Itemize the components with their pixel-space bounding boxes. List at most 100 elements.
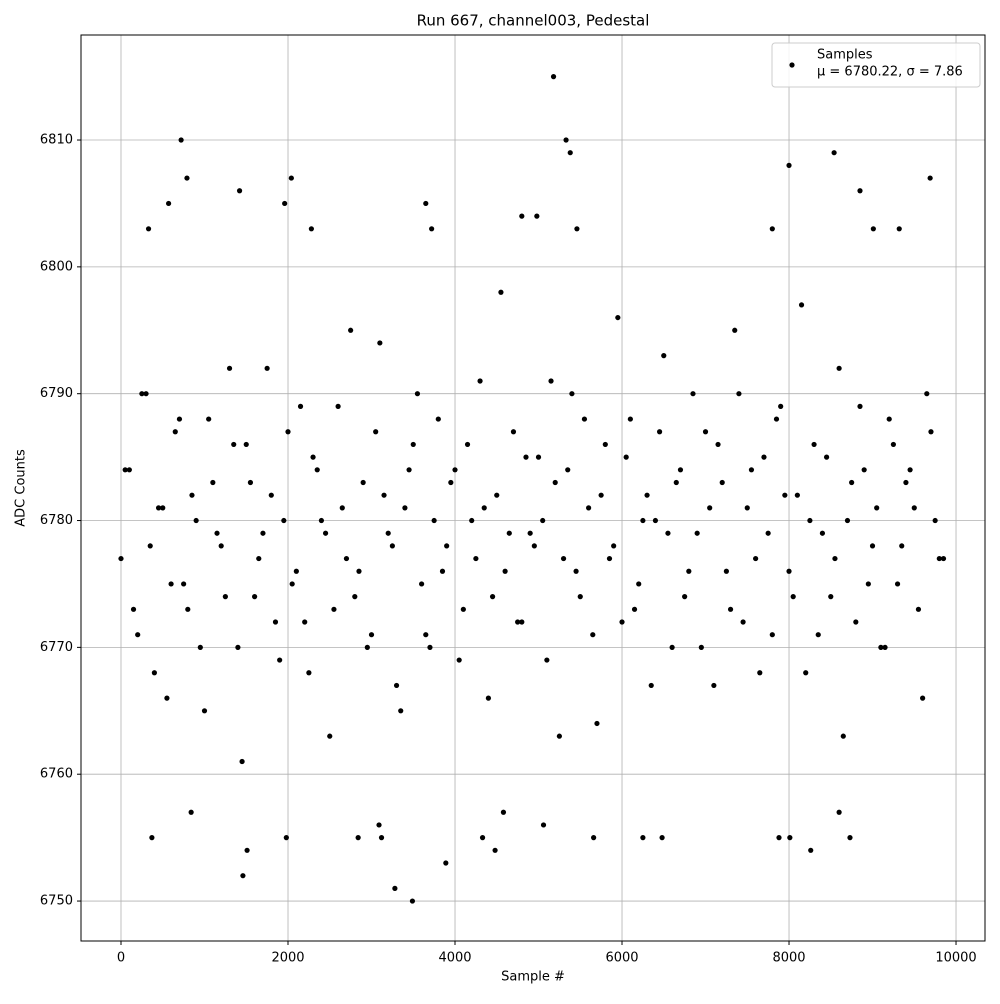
y-axis-label: ADC Counts bbox=[14, 449, 29, 527]
legend: Samples μ = 6780.22, σ = 7.86 bbox=[789, 48, 963, 80]
data-point bbox=[256, 555, 262, 562]
y-tick-label: 6780 bbox=[40, 513, 73, 528]
data-point bbox=[540, 822, 547, 828]
data-point bbox=[552, 479, 558, 486]
data-point bbox=[927, 175, 933, 181]
y-tick-label: 6750 bbox=[40, 894, 73, 909]
data-point bbox=[673, 479, 679, 486]
x-tick-label: 4000 bbox=[438, 951, 471, 966]
data-point bbox=[874, 505, 880, 511]
data-point bbox=[477, 378, 483, 384]
data-point bbox=[348, 327, 354, 333]
data-point bbox=[244, 847, 250, 853]
data-point bbox=[264, 365, 270, 371]
data-point bbox=[240, 873, 246, 879]
data-point bbox=[870, 226, 876, 232]
data-point bbox=[243, 441, 249, 448]
data-point bbox=[640, 517, 646, 524]
data-point bbox=[844, 517, 851, 524]
data-point bbox=[343, 555, 350, 562]
data-point bbox=[823, 454, 830, 460]
data-point bbox=[385, 530, 391, 536]
data-point bbox=[853, 619, 859, 625]
data-point bbox=[615, 314, 621, 321]
data-point bbox=[364, 644, 370, 650]
data-point bbox=[623, 454, 629, 460]
data-point bbox=[181, 581, 187, 587]
data-point bbox=[831, 150, 837, 156]
data-point bbox=[581, 416, 588, 422]
x-axis-label: Sample # bbox=[501, 970, 565, 985]
data-point bbox=[611, 543, 617, 549]
data-point bbox=[485, 695, 492, 701]
data-point bbox=[798, 302, 805, 308]
data-point bbox=[744, 505, 750, 511]
legend-stats: μ = 6780.22, σ = 7.86 bbox=[817, 65, 963, 80]
data-point bbox=[281, 517, 287, 524]
data-point bbox=[214, 530, 220, 536]
data-point bbox=[398, 708, 404, 714]
data-point bbox=[940, 555, 947, 562]
data-point bbox=[368, 632, 375, 638]
data-point bbox=[139, 391, 145, 397]
data-point bbox=[548, 378, 554, 384]
data-point bbox=[803, 670, 809, 676]
data-point bbox=[573, 568, 579, 574]
data-point bbox=[469, 517, 475, 524]
data-point bbox=[631, 606, 638, 612]
data-point bbox=[189, 492, 195, 498]
legend-box bbox=[771, 42, 981, 88]
data-point bbox=[439, 568, 446, 574]
data-point bbox=[619, 619, 625, 625]
data-point bbox=[648, 682, 654, 689]
data-point bbox=[590, 632, 596, 638]
data-point bbox=[302, 619, 308, 625]
data-point bbox=[427, 644, 433, 650]
data-point bbox=[757, 670, 763, 676]
data-point bbox=[393, 682, 400, 689]
data-point bbox=[423, 200, 429, 207]
data-point bbox=[118, 555, 124, 562]
data-point bbox=[515, 619, 521, 625]
data-point bbox=[218, 543, 224, 549]
data-point bbox=[502, 568, 508, 574]
y-tick-label: 6810 bbox=[40, 133, 73, 148]
data-point bbox=[682, 594, 688, 600]
data-point bbox=[790, 594, 796, 600]
data-point bbox=[836, 809, 842, 815]
data-point bbox=[494, 492, 500, 498]
data-point bbox=[126, 467, 132, 473]
data-point bbox=[569, 391, 575, 397]
data-point bbox=[656, 429, 663, 435]
legend-label: Samples bbox=[817, 48, 873, 63]
data-point bbox=[402, 505, 408, 511]
data-point bbox=[423, 632, 429, 638]
data-point bbox=[636, 581, 642, 587]
data-point bbox=[377, 340, 383, 346]
data-point bbox=[878, 644, 884, 650]
data-point bbox=[285, 429, 291, 435]
data-point bbox=[178, 137, 184, 143]
data-point bbox=[481, 505, 487, 511]
data-point bbox=[769, 226, 775, 232]
data-point bbox=[277, 657, 283, 663]
data-point bbox=[586, 505, 592, 511]
data-point bbox=[732, 327, 738, 333]
data-point bbox=[282, 200, 288, 207]
data-point bbox=[130, 606, 137, 612]
x-tick-label: 0 bbox=[117, 951, 125, 966]
data-point bbox=[168, 581, 174, 587]
data-point bbox=[865, 581, 871, 587]
data-point bbox=[151, 670, 157, 676]
data-point bbox=[574, 226, 580, 232]
data-point bbox=[602, 441, 608, 448]
data-point bbox=[782, 492, 788, 498]
data-point bbox=[869, 543, 876, 549]
data-point bbox=[185, 606, 191, 612]
data-point bbox=[288, 175, 294, 181]
data-point bbox=[373, 429, 379, 435]
data-point bbox=[389, 543, 395, 549]
data-point bbox=[659, 835, 665, 841]
data-point bbox=[899, 543, 905, 549]
data-point bbox=[456, 657, 462, 663]
